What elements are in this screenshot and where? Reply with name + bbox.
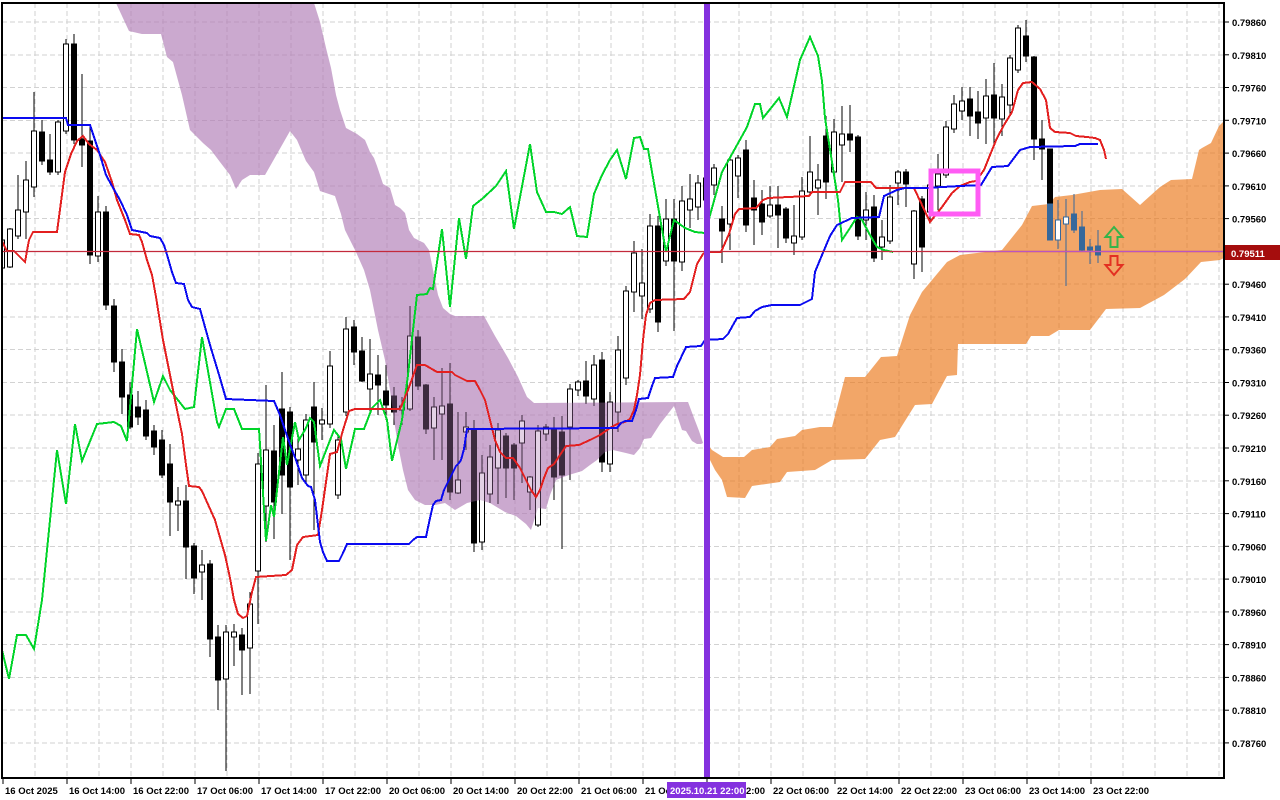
svg-text:0.79310: 0.79310 (1232, 379, 1266, 390)
svg-text:17 Oct 22:00: 17 Oct 22:00 (325, 786, 381, 797)
svg-text:0.79660: 0.79660 (1232, 149, 1266, 160)
svg-text:21 Oct 06:00: 21 Oct 06:00 (581, 786, 637, 797)
svg-text:17 Oct 06:00: 17 Oct 06:00 (197, 786, 253, 797)
svg-text:0.78760: 0.78760 (1232, 739, 1266, 750)
svg-text:0.79210: 0.79210 (1232, 444, 1266, 455)
svg-text:0.79260: 0.79260 (1232, 411, 1266, 422)
svg-text:0.78860: 0.78860 (1232, 673, 1266, 684)
svg-text:0.79060: 0.79060 (1232, 542, 1266, 553)
svg-text:0.79010: 0.79010 (1232, 575, 1266, 586)
svg-text:22 Oct 14:00: 22 Oct 14:00 (837, 786, 893, 797)
svg-text:16 Oct 14:00: 16 Oct 14:00 (69, 786, 125, 797)
svg-text:0.79410: 0.79410 (1232, 313, 1266, 324)
svg-text:20 Oct 22:00: 20 Oct 22:00 (517, 786, 573, 797)
svg-text:23 Oct 06:00: 23 Oct 06:00 (965, 786, 1021, 797)
svg-text:16 Oct 2025: 16 Oct 2025 (5, 786, 59, 797)
svg-text:0.79860: 0.79860 (1232, 18, 1266, 29)
svg-text:23 Oct 22:00: 23 Oct 22:00 (1093, 786, 1149, 797)
svg-text:0.79760: 0.79760 (1232, 84, 1266, 95)
svg-text:16 Oct 22:00: 16 Oct 22:00 (133, 786, 189, 797)
svg-text:0.79810: 0.79810 (1232, 51, 1266, 62)
svg-text:0.78960: 0.78960 (1232, 608, 1266, 619)
svg-text:0.79460: 0.79460 (1232, 280, 1266, 291)
svg-text:0.78910: 0.78910 (1232, 641, 1266, 652)
svg-text:17 Oct 14:00: 17 Oct 14:00 (261, 786, 317, 797)
svg-text:20 Oct 06:00: 20 Oct 06:00 (389, 786, 445, 797)
svg-text:23 Oct 14:00: 23 Oct 14:00 (1029, 786, 1085, 797)
svg-text:22 Oct 06:00: 22 Oct 06:00 (773, 786, 829, 797)
svg-text:0.79110: 0.79110 (1232, 510, 1266, 521)
svg-text:0.79511: 0.79511 (1231, 249, 1266, 260)
svg-text:0.79160: 0.79160 (1232, 477, 1266, 488)
svg-text:0.79360: 0.79360 (1232, 346, 1266, 357)
svg-text:20 Oct 14:00: 20 Oct 14:00 (453, 786, 509, 797)
svg-text:22 Oct 22:00: 22 Oct 22:00 (901, 786, 957, 797)
svg-text:2025.10.21 22:00: 2025.10.21 22:00 (670, 786, 744, 797)
svg-text:0.78810: 0.78810 (1232, 706, 1266, 717)
svg-text:0.79610: 0.79610 (1232, 182, 1266, 193)
svg-text:0.79560: 0.79560 (1232, 215, 1266, 226)
svg-text:0.79710: 0.79710 (1232, 116, 1266, 127)
